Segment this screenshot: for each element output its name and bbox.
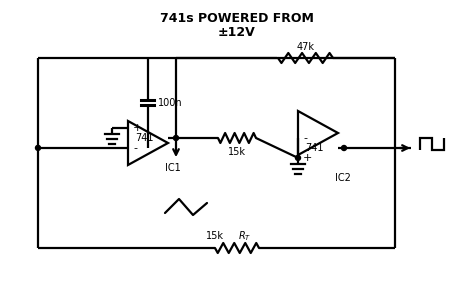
Text: -: -	[303, 133, 307, 143]
Text: 741s POWERED FROM: 741s POWERED FROM	[160, 12, 314, 24]
Text: 741: 741	[305, 143, 323, 153]
Text: ±12V: ±12V	[218, 26, 256, 38]
Text: +: +	[303, 153, 312, 163]
Text: 100n: 100n	[158, 98, 182, 108]
Text: -: -	[133, 143, 137, 153]
Circle shape	[173, 135, 179, 140]
Text: 15k: 15k	[228, 147, 246, 157]
Circle shape	[36, 145, 40, 150]
Text: 47k: 47k	[297, 42, 315, 52]
Circle shape	[295, 155, 301, 160]
Text: +: +	[133, 123, 142, 133]
Text: 741: 741	[135, 133, 153, 143]
Circle shape	[341, 146, 346, 151]
Text: $R_T$: $R_T$	[238, 229, 252, 243]
Text: IC2: IC2	[335, 173, 351, 183]
Text: 15k: 15k	[206, 231, 224, 241]
Text: IC1: IC1	[165, 163, 181, 173]
